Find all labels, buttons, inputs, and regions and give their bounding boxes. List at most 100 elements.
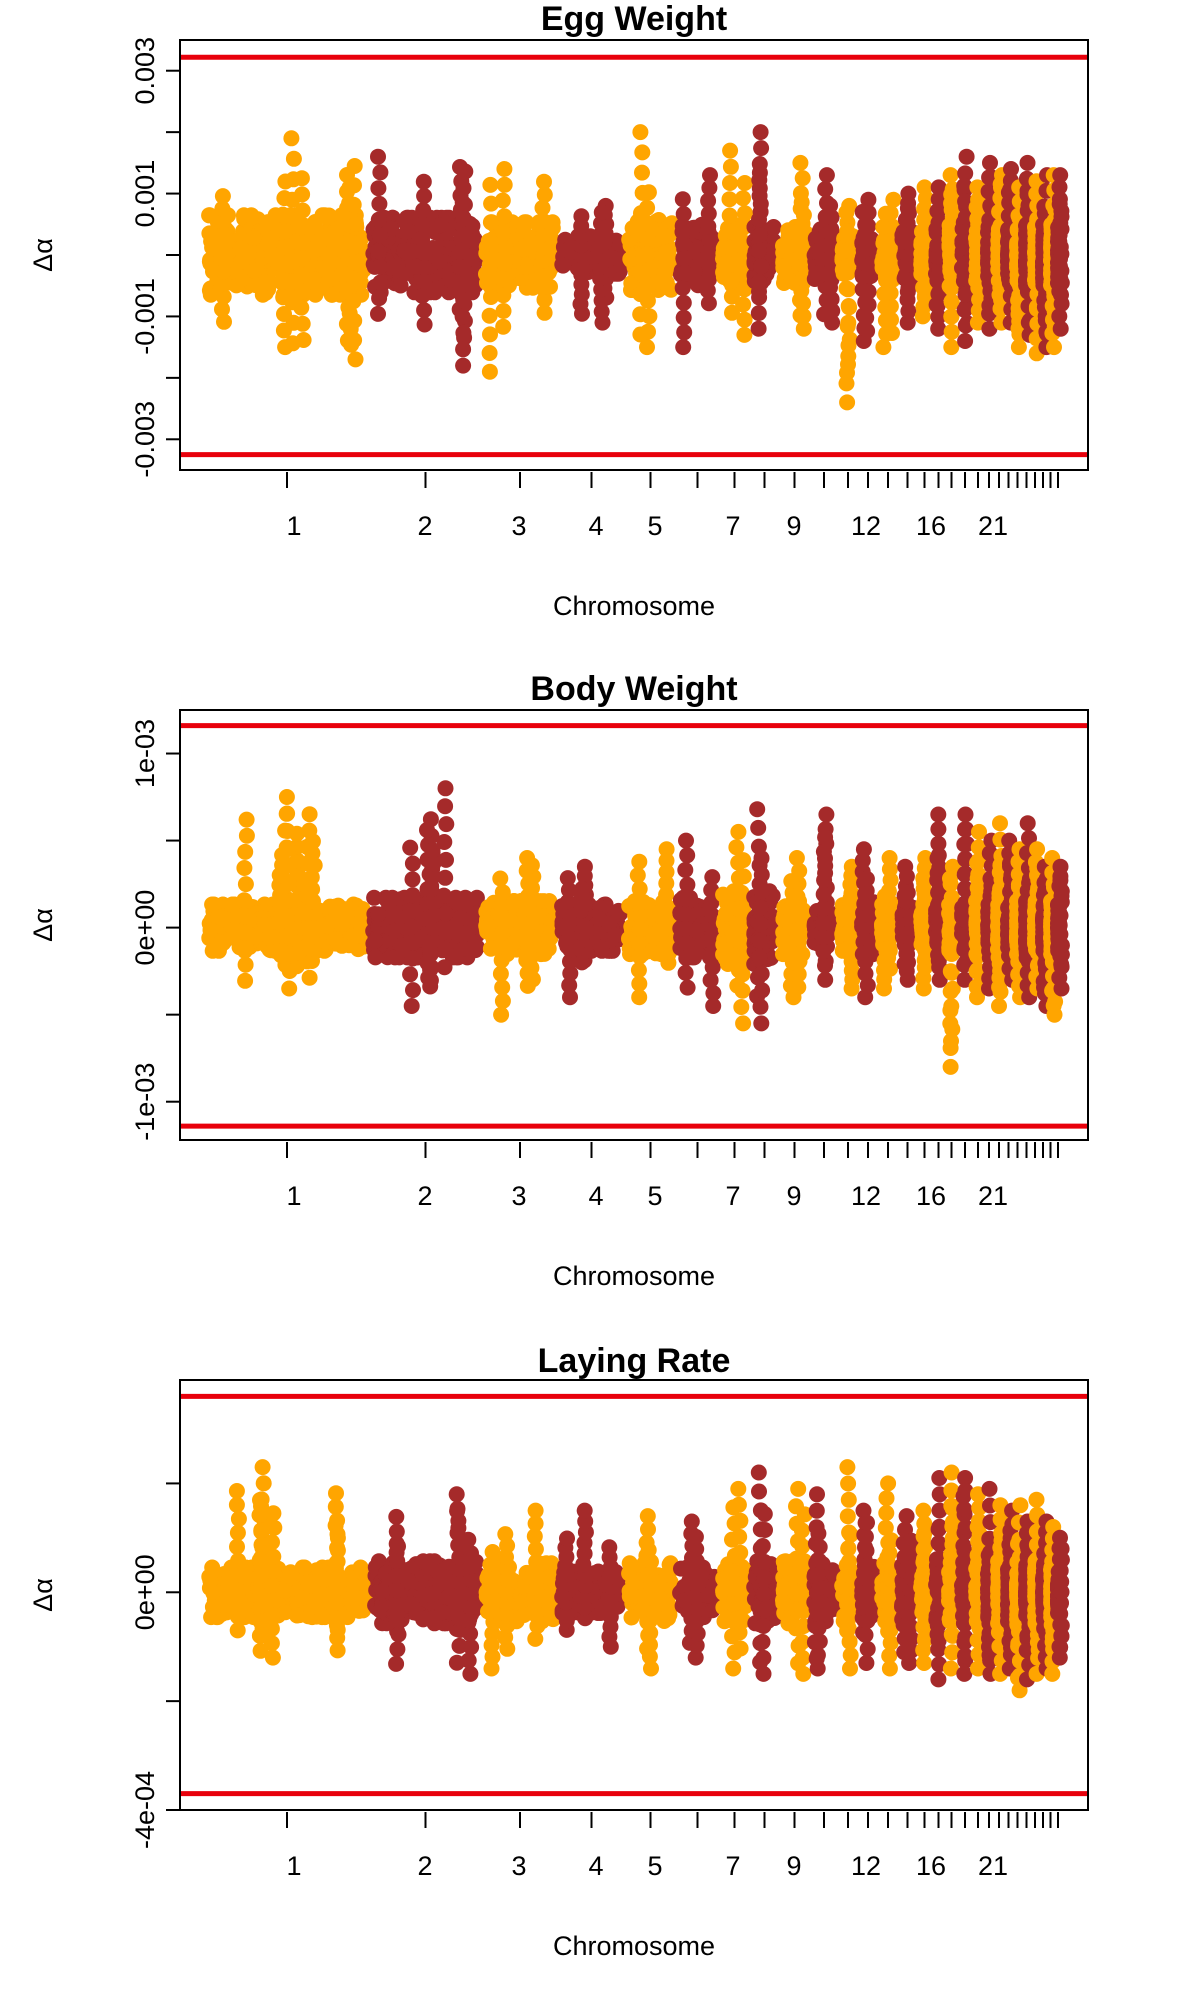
snp-point — [622, 251, 639, 268]
snp-point — [783, 966, 800, 982]
snp-point — [481, 345, 498, 361]
snp-point — [495, 318, 512, 335]
snp-point — [455, 210, 472, 227]
snp-point — [392, 277, 409, 294]
snp-point — [416, 259, 433, 276]
snp-point — [481, 363, 498, 380]
snp-point — [679, 847, 696, 864]
snp-point — [404, 243, 421, 260]
snp-point — [276, 272, 292, 289]
snp-point — [285, 150, 302, 167]
snp-point — [215, 288, 232, 305]
snp-point — [274, 206, 291, 223]
snp-point — [371, 258, 388, 275]
snp-point — [700, 218, 717, 235]
snp-point — [942, 167, 959, 184]
snp-point — [280, 945, 297, 962]
snp-point — [703, 894, 720, 911]
chromosome-9-points — [775, 850, 814, 1006]
snp-point — [384, 889, 401, 906]
snp-point — [277, 339, 294, 356]
snp-point — [494, 979, 511, 996]
snp-point — [838, 242, 855, 259]
snp-point — [237, 972, 254, 989]
snp-point — [497, 239, 514, 256]
snp-point — [900, 303, 917, 320]
snp-point — [404, 871, 421, 888]
snp-point — [295, 218, 312, 235]
snp-point — [1053, 208, 1070, 225]
snp-point — [675, 294, 692, 311]
snp-point — [730, 823, 747, 840]
snp-point — [303, 869, 320, 886]
snp-point — [855, 229, 872, 246]
snp-point — [213, 276, 230, 293]
snp-point — [817, 957, 833, 974]
snp-point — [858, 918, 875, 935]
snp-point — [237, 843, 254, 860]
snp-point — [838, 280, 855, 297]
snp-point — [818, 167, 835, 184]
snp-point — [818, 806, 835, 823]
snp-point — [631, 989, 648, 1006]
snp-point — [391, 949, 408, 966]
snp-point — [526, 902, 543, 919]
snp-point — [214, 188, 231, 205]
snp-point — [416, 188, 433, 204]
snp-point — [941, 278, 958, 295]
snp-point — [942, 247, 959, 264]
snp-point — [405, 982, 421, 999]
snp-point — [573, 208, 590, 225]
snp-point — [753, 866, 770, 883]
snp-point — [751, 227, 768, 244]
snp-point — [422, 946, 439, 963]
snp-point — [795, 320, 812, 337]
snp-point — [367, 932, 384, 949]
snp-point — [916, 179, 933, 196]
snp-point — [899, 200, 916, 217]
snp-point — [402, 966, 419, 983]
snp-point — [877, 312, 894, 329]
snp-point — [929, 249, 946, 265]
snp-point — [593, 204, 610, 221]
x-tick-label: 9 — [786, 511, 801, 541]
snp-point — [243, 207, 260, 224]
snp-point — [856, 320, 873, 337]
snp-point — [437, 780, 454, 797]
snp-point — [723, 288, 740, 305]
snp-point — [630, 962, 647, 979]
snp-point — [370, 243, 387, 260]
snp-point — [750, 819, 767, 836]
snp-point — [795, 270, 812, 287]
snp-point — [516, 219, 532, 236]
snp-point — [701, 269, 718, 286]
chromosome-6-points — [672, 832, 723, 1014]
snp-point — [301, 806, 318, 823]
snp-point — [857, 906, 874, 923]
chromosome-1-points — [201, 789, 373, 997]
snp-point — [817, 181, 834, 198]
snp-point — [639, 199, 656, 216]
snp-point — [592, 270, 609, 287]
snp-point — [201, 207, 218, 224]
snp-point — [404, 887, 421, 904]
snp-point — [482, 326, 498, 343]
snp-point — [733, 933, 750, 950]
snp-point — [496, 176, 513, 193]
snp-point — [482, 251, 499, 268]
snp-point — [678, 832, 694, 849]
snp-point — [658, 875, 675, 892]
snp-point — [817, 971, 834, 988]
snp-point — [372, 274, 389, 291]
snp-point — [496, 208, 513, 225]
snp-point — [881, 850, 898, 866]
snp-point — [858, 930, 875, 947]
snp-point — [347, 351, 364, 368]
snp-point — [204, 896, 221, 913]
snp-point — [306, 905, 323, 922]
snp-point — [792, 154, 809, 171]
snp-point — [899, 884, 916, 901]
snp-point — [416, 302, 433, 319]
snp-point — [279, 805, 296, 822]
